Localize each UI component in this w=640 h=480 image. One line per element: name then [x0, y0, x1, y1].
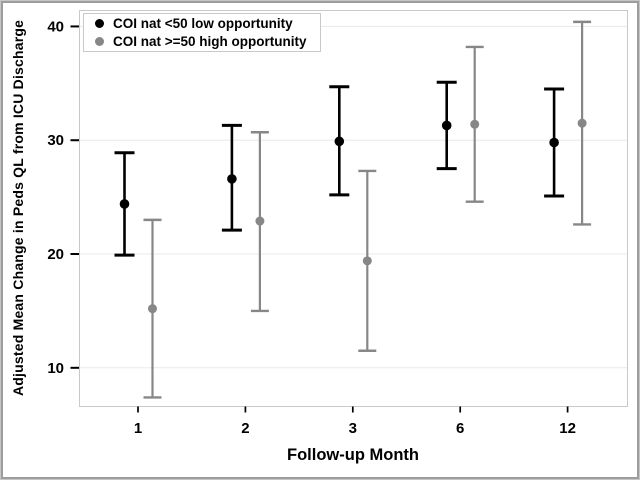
legend-item-label: COI nat <50 low opportunity	[113, 16, 293, 31]
point-marker	[362, 256, 372, 266]
y-tick-label: 20	[47, 246, 64, 263]
y-tick-label: 30	[47, 132, 64, 149]
point-marker	[148, 304, 157, 314]
x-tick-label: 3	[349, 420, 357, 437]
x-tick-label: 2	[241, 420, 249, 437]
point-marker	[227, 174, 237, 184]
x-tick-label: 1	[134, 420, 142, 437]
legend-item-label: COI nat >=50 high opportunity	[113, 34, 307, 49]
point-marker	[255, 216, 265, 226]
plot-border	[79, 10, 628, 407]
point-marker	[470, 119, 480, 129]
x-axis-title: Follow-up Month	[287, 446, 419, 464]
legend-item: COI nat >=50 high opportunity	[95, 34, 320, 50]
x-tick-label: 6	[456, 420, 464, 437]
point-marker	[441, 120, 452, 131]
point-marker	[549, 137, 559, 148]
point-marker	[119, 199, 130, 209]
y-tick-label: 10	[47, 360, 64, 377]
point-marker	[577, 118, 587, 128]
legend: COI nat <50 low opportunity COI nat >=50…	[83, 13, 321, 52]
legend-marker-high-opportunity-icon	[95, 37, 104, 46]
point-marker	[334, 136, 345, 147]
y-axis-title: Adjusted Mean Change in Peds QL from ICU…	[10, 19, 26, 396]
y-tick-label: 40	[47, 18, 64, 35]
legend-marker-low-opportunity-icon	[95, 19, 104, 28]
legend-item: COI nat <50 low opportunity	[95, 16, 320, 32]
x-tick-label: 12	[559, 420, 576, 437]
